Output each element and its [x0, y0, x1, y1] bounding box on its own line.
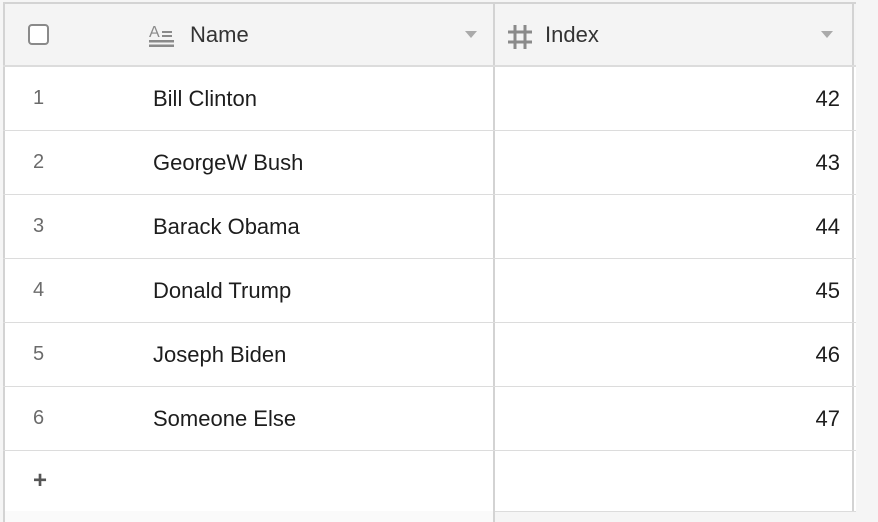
name-cell[interactable]: Someone Else	[153, 405, 297, 431]
table-row[interactable]: 5 Joseph Biden 46	[3, 323, 856, 387]
text-field-icon: A	[149, 24, 174, 47]
row-number: 4	[33, 279, 45, 301]
rows: 1 Bill Clinton 42 2 GeorgeW Bush 43 3 Barack …	[3, 67, 856, 512]
hash-icon	[508, 25, 532, 49]
row-number: 2	[33, 151, 45, 173]
index-cell[interactable]: 44	[815, 213, 840, 239]
data-grid: A Name Index 1 Bill Clinton 42 2 GeorgeW Bu…	[3, 2, 856, 512]
select-all-checkbox[interactable]	[28, 24, 49, 45]
name-cell[interactable]: Bill Clinton	[153, 85, 257, 111]
table-row[interactable]: 1 Bill Clinton 42	[3, 67, 856, 131]
plus-icon[interactable]: +	[33, 467, 48, 494]
svg-text:A: A	[149, 24, 160, 41]
table-row[interactable]: 2 GeorgeW Bush 43	[3, 131, 856, 195]
index-column-label: Index	[545, 21, 599, 47]
row-number: 3	[33, 215, 45, 237]
name-column-header[interactable]: A Name	[3, 4, 495, 65]
index-cell[interactable]: 43	[815, 149, 840, 175]
name-cell[interactable]: Barack Obama	[153, 213, 300, 239]
row-number: 6	[33, 407, 45, 429]
table-row[interactable]: 3 Barack Obama 44	[3, 195, 856, 259]
add-row-button[interactable]: +	[3, 451, 856, 512]
row-number: 1	[33, 87, 45, 109]
table-row[interactable]: 6 Someone Else 47	[3, 387, 856, 451]
name-column-label: Name	[190, 21, 249, 47]
name-cell[interactable]: Donald Trump	[153, 277, 292, 303]
index-cell[interactable]: 45	[815, 277, 840, 303]
chevron-down-icon[interactable]	[821, 31, 833, 38]
name-cell[interactable]: Joseph Biden	[153, 341, 287, 367]
index-cell[interactable]: 47	[815, 405, 840, 431]
grid-empty-area	[3, 511, 495, 522]
chevron-down-icon[interactable]	[465, 31, 477, 38]
index-cell[interactable]: 46	[815, 341, 840, 367]
index-cell[interactable]: 42	[815, 85, 840, 111]
name-cell[interactable]: GeorgeW Bush	[153, 149, 304, 175]
header-row: A Name Index	[3, 4, 856, 67]
index-column-header[interactable]: Index	[495, 4, 854, 65]
row-number: 5	[33, 343, 45, 365]
table-row[interactable]: 4 Donald Trump 45	[3, 259, 856, 323]
